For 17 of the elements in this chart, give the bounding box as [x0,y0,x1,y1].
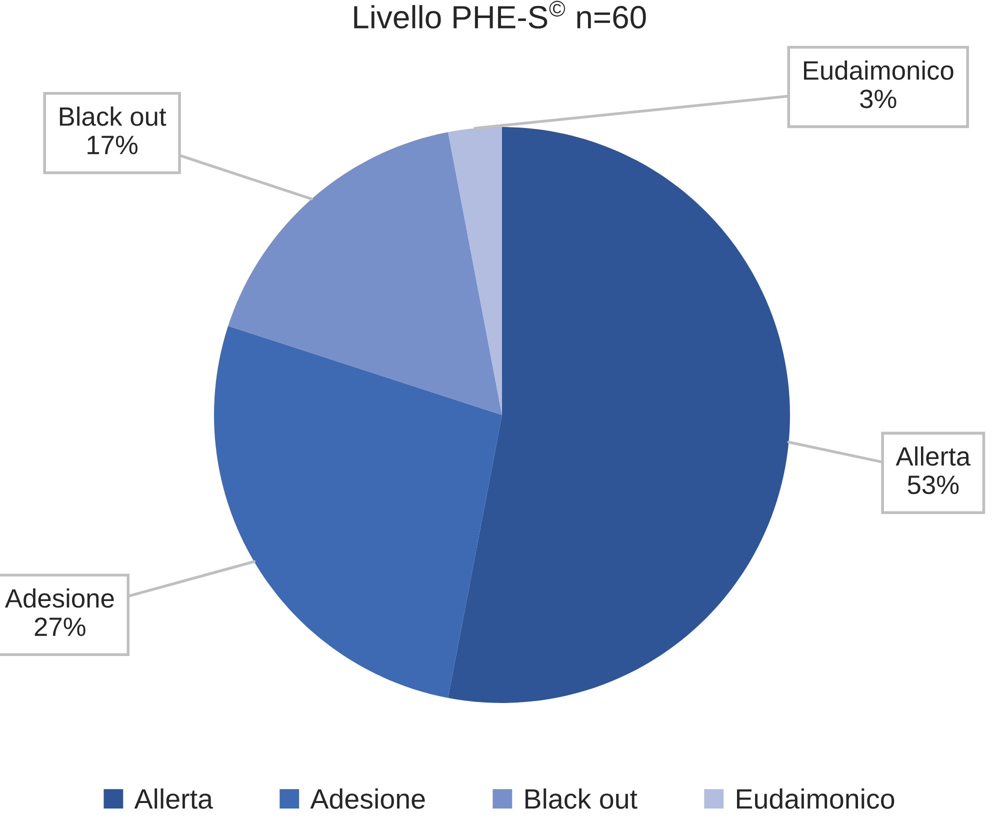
data-label: 3% [860,90,896,108]
pie-slice [448,127,790,703]
pie-slice [228,132,502,415]
legend-label: Adesione [310,788,425,809]
slice-label: Black out [60,106,166,126]
slice-label: Allerta [896,446,971,466]
legend-label: Allerta [134,788,213,809]
pie-slice [214,326,502,698]
slice-label: Eudaimonico [804,60,954,80]
chart-title: Livello PHE-S$^{©}$ n=60 [354,0,646,29]
data-label: 17% [88,136,138,154]
pie-slice [448,127,502,415]
slice-label: Adesione [4,588,114,608]
data-label: 53% [908,475,959,494]
legend-label: Black out [526,788,638,809]
legend-label: Eudaimonico [737,788,894,809]
data-label: 27% [34,617,86,636]
